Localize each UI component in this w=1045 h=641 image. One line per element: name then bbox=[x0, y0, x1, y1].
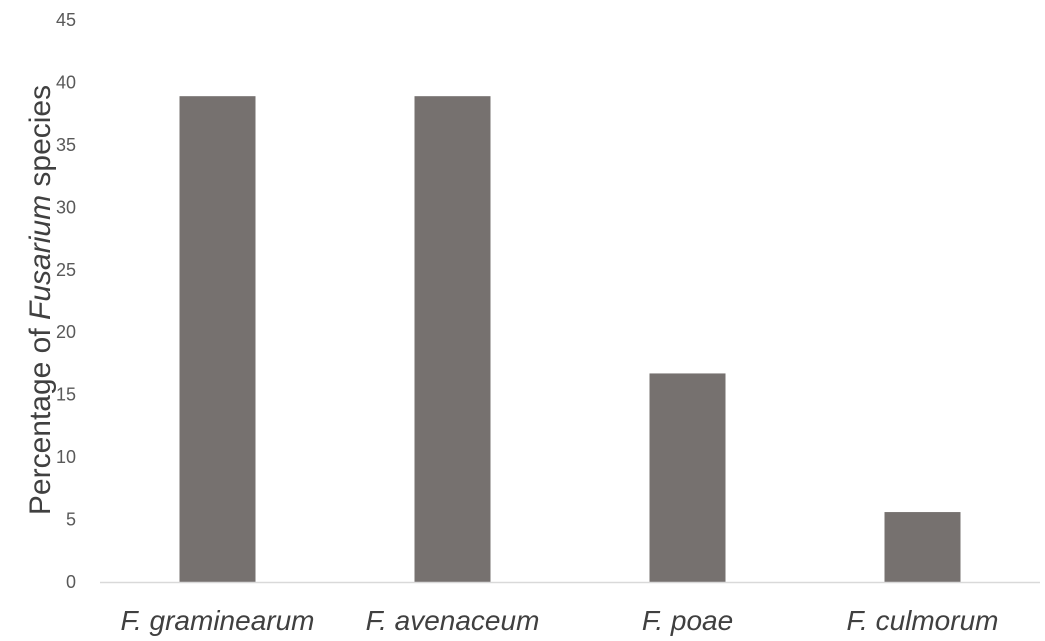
y-axis-title-italic: Fusarium bbox=[24, 195, 57, 320]
y-tick-label: 45 bbox=[56, 10, 76, 30]
x-tick-label: F. poae bbox=[642, 605, 733, 636]
y-tick-label: 25 bbox=[56, 260, 76, 280]
bars bbox=[179, 96, 961, 582]
bar bbox=[649, 373, 726, 582]
bar bbox=[179, 96, 256, 582]
y-tick-label: 10 bbox=[56, 447, 76, 467]
y-axis-title-prefix: Percentage of bbox=[24, 320, 57, 515]
x-axis-labels: F. graminearum F. avenaceum F. poae F. culm… bbox=[120, 605, 998, 636]
y-tick-label: 30 bbox=[56, 197, 76, 217]
y-tick-label: 0 bbox=[66, 572, 76, 592]
y-axis-title: Percentage of Fusarium species bbox=[24, 85, 57, 515]
y-tick-label: 20 bbox=[56, 322, 76, 342]
bar bbox=[414, 96, 491, 582]
y-tick-label: 5 bbox=[66, 510, 76, 530]
x-tick-label: F. avenaceum bbox=[366, 605, 540, 636]
bar bbox=[884, 512, 961, 582]
y-tick-label: 40 bbox=[56, 72, 76, 92]
y-tick-label: 15 bbox=[56, 385, 76, 405]
y-tick-label: 35 bbox=[56, 135, 76, 155]
x-tick-label: F. culmorum bbox=[847, 605, 999, 636]
x-tick-label: F. graminearum bbox=[120, 605, 314, 636]
y-axis-ticks: 0 5 10 15 20 25 30 35 40 45 bbox=[56, 10, 76, 592]
y-axis-title-suffix: species bbox=[24, 85, 57, 195]
